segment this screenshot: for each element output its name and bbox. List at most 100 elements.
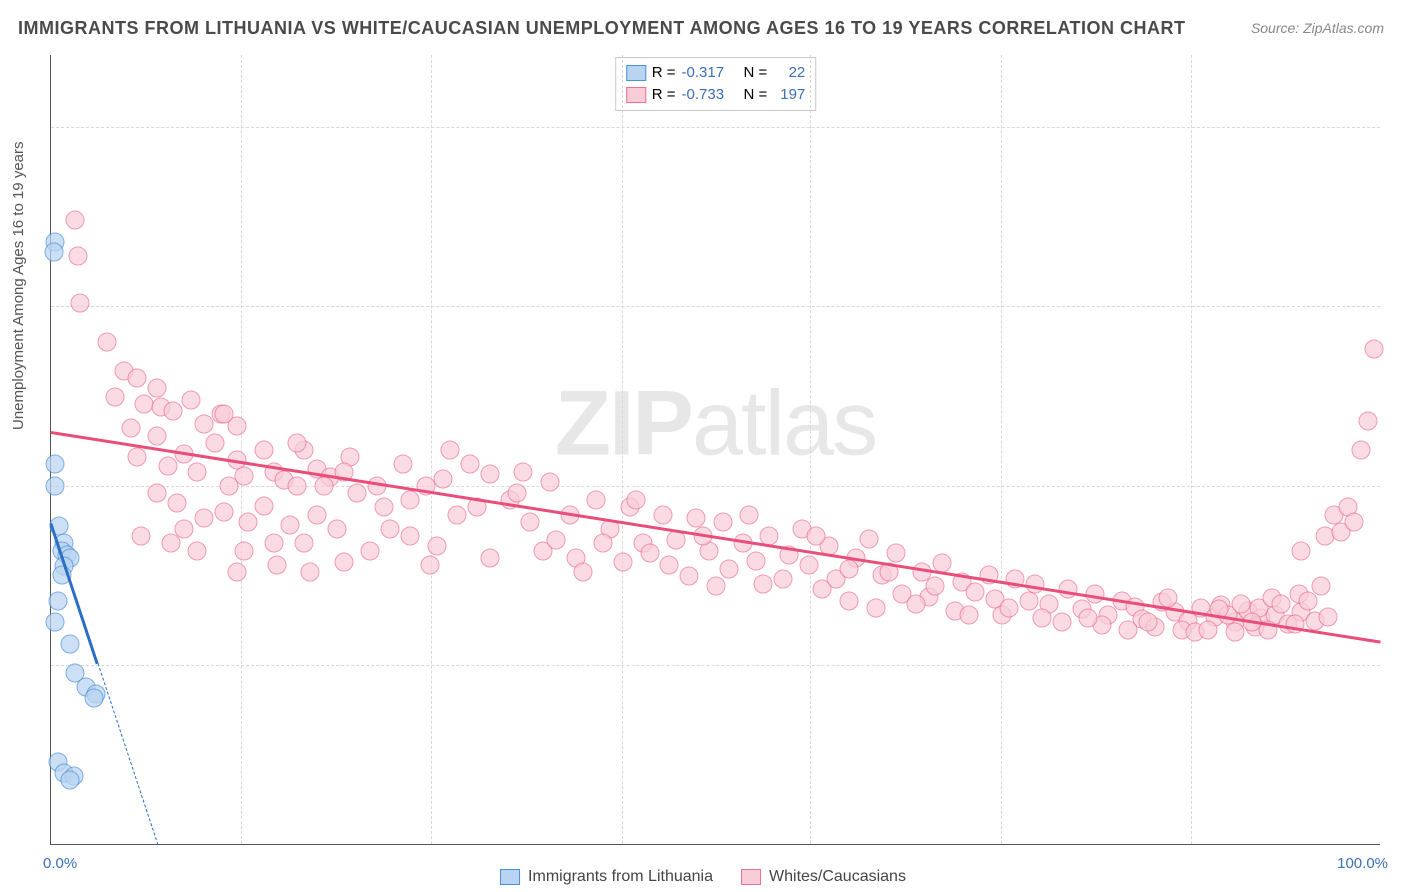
data-point-pink [159, 456, 178, 475]
legend-item-pink: Whites/Caucasians [741, 868, 906, 886]
data-point-pink [421, 555, 440, 574]
legend-label-pink: Whites/Caucasians [769, 868, 906, 886]
x-tick-min: 0.0% [43, 855, 77, 872]
data-point-pink [806, 527, 825, 546]
data-point-pink [999, 599, 1018, 618]
data-point-pink [301, 563, 320, 582]
data-point-pink [128, 369, 147, 388]
data-point-pink [1199, 620, 1218, 639]
legend-row-blue: R = -0.317 N = 22 [626, 62, 806, 84]
watermark: ZIPatlas [555, 371, 876, 476]
data-point-pink [713, 512, 732, 531]
data-point-blue [45, 613, 64, 632]
data-point-pink [480, 465, 499, 484]
data-point-pink [1032, 609, 1051, 628]
data-point-pink [800, 555, 819, 574]
data-point-pink [520, 512, 539, 531]
data-point-pink [859, 530, 878, 549]
swatch-blue [626, 65, 646, 81]
data-point-pink [640, 544, 659, 563]
data-point-pink [740, 505, 759, 524]
gridline-h [51, 306, 1380, 307]
legend-label-blue: Immigrants from Lithuania [528, 868, 713, 886]
series-legend: Immigrants from Lithuania Whites/Caucasi… [500, 868, 906, 886]
data-point-pink [447, 505, 466, 524]
data-point-pink [214, 502, 233, 521]
data-point-pink [1026, 574, 1045, 593]
data-point-pink [188, 462, 207, 481]
chart-title: IMMIGRANTS FROM LITHUANIA VS WHITE/CAUCA… [18, 18, 1186, 39]
data-point-pink [687, 508, 706, 527]
data-point-pink [381, 520, 400, 539]
data-point-pink [394, 455, 413, 474]
data-point-pink [1318, 607, 1337, 626]
data-point-pink [514, 462, 533, 481]
data-point-pink [507, 484, 526, 503]
y-axis-label: Unemployment Among Ages 16 to 19 years [10, 141, 27, 430]
data-point-pink [840, 591, 859, 610]
data-point-pink [161, 534, 180, 553]
data-point-pink [121, 419, 140, 438]
legend-row-pink: R = -0.733 N = 197 [626, 84, 806, 106]
data-point-pink [205, 433, 224, 452]
data-point-pink [1358, 412, 1377, 431]
data-point-pink [1159, 588, 1178, 607]
data-point-pink [906, 594, 925, 613]
data-point-pink [308, 505, 327, 524]
data-point-pink [753, 574, 772, 593]
r-label: R = [652, 62, 676, 84]
data-point-pink [1225, 623, 1244, 642]
data-point-pink [1019, 591, 1038, 610]
data-point-pink [401, 491, 420, 510]
data-point-blue [45, 476, 64, 495]
trend-line [97, 663, 158, 844]
data-point-pink [540, 472, 559, 491]
data-point-pink [840, 560, 859, 579]
swatch-blue-icon [500, 869, 520, 885]
data-point-pink [667, 531, 686, 550]
data-point-pink [214, 405, 233, 424]
data-point-pink [228, 563, 247, 582]
data-point-pink [613, 553, 632, 572]
data-point-pink [441, 441, 460, 460]
data-point-pink [886, 544, 905, 563]
gridline-v [431, 55, 432, 844]
gridline-v [1001, 55, 1002, 844]
data-point-pink [148, 426, 167, 445]
data-point-pink [1345, 512, 1364, 531]
gridline-v [622, 55, 623, 844]
y-tick-label: 37.5% [1388, 298, 1406, 315]
data-point-pink [1232, 594, 1251, 613]
data-point-pink [361, 541, 380, 560]
data-point-blue [60, 634, 79, 653]
data-point-pink [1292, 541, 1311, 560]
trend-line [51, 431, 1381, 643]
data-point-pink [105, 387, 124, 406]
data-point-pink [653, 505, 672, 524]
data-point-blue [48, 591, 67, 610]
data-point-pink [268, 555, 287, 574]
n-value-blue: 22 [773, 62, 805, 84]
data-point-pink [1139, 613, 1158, 632]
data-point-pink [959, 606, 978, 625]
data-point-pink [188, 541, 207, 560]
data-point-pink [1298, 591, 1317, 610]
data-point-pink [547, 531, 566, 550]
data-point-pink [68, 247, 87, 266]
data-point-pink [194, 415, 213, 434]
data-point-pink [148, 379, 167, 398]
data-point-pink [720, 560, 739, 579]
data-point-blue [60, 771, 79, 790]
data-point-pink [1365, 340, 1384, 359]
data-point-pink [334, 553, 353, 572]
data-point-pink [288, 433, 307, 452]
data-point-pink [168, 494, 187, 513]
data-point-pink [926, 577, 945, 596]
n-label: N = [744, 62, 768, 84]
data-point-pink [773, 570, 792, 589]
data-point-pink [65, 211, 84, 230]
gridline-v [810, 55, 811, 844]
data-point-pink [97, 333, 116, 352]
data-point-pink [181, 390, 200, 409]
data-point-pink [132, 527, 151, 546]
